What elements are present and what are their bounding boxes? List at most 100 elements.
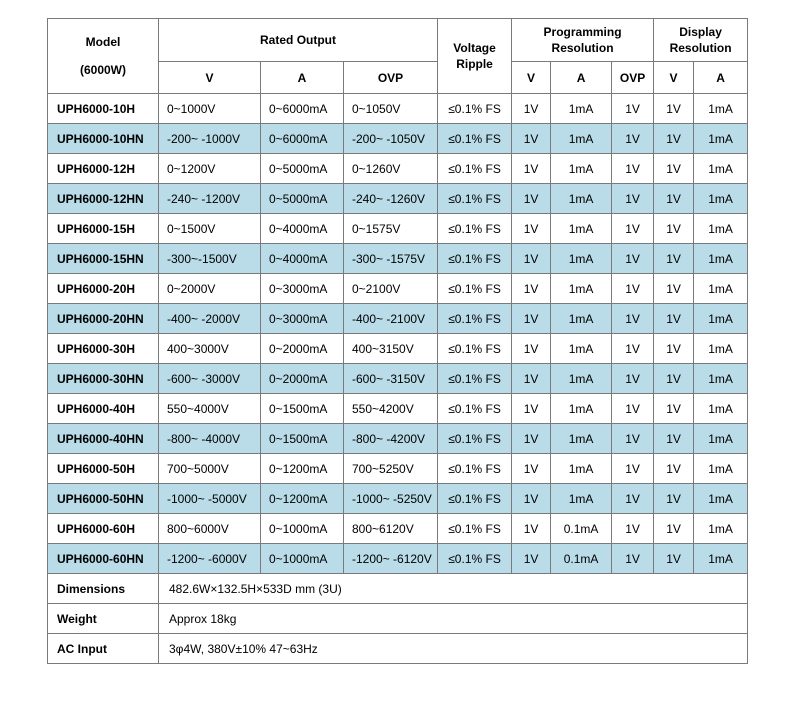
disp-a-cell: 1mA bbox=[693, 423, 749, 454]
prog-a-cell: 1mA bbox=[550, 183, 613, 214]
footer-value: Approx 18kg bbox=[157, 603, 749, 634]
disp-a-cell: 1mA bbox=[693, 543, 749, 574]
disp-v-cell: 1V bbox=[653, 363, 695, 394]
rated-v-cell: 400~3000V bbox=[158, 333, 261, 364]
header-rated-v: V bbox=[158, 61, 261, 94]
rated-v-cell: 0~1000V bbox=[158, 93, 261, 124]
table-row: UPH6000-20HN -400~ -2000V 0~3000mA -400~… bbox=[47, 303, 749, 334]
prog-ovp-cell: 1V bbox=[611, 393, 655, 424]
disp-v-cell: 1V bbox=[653, 483, 695, 514]
rated-v-cell: 0~1200V bbox=[158, 153, 261, 184]
prog-ovp-cell: 1V bbox=[611, 153, 655, 184]
disp-a-cell: 1mA bbox=[693, 153, 749, 184]
table-row: UPH6000-20H 0~2000V 0~3000mA 0~2100V ≤0.… bbox=[47, 273, 749, 304]
disp-v-cell: 1V bbox=[653, 453, 695, 484]
table-row: UPH6000-10HN -200~ -1000V 0~6000mA -200~… bbox=[47, 123, 749, 154]
footer-row: AC Input 3φ4W, 380V±10% 47~63Hz bbox=[47, 633, 749, 664]
voltage-ripple-cell: ≤0.1% FS bbox=[437, 93, 513, 124]
model-cell: UPH6000-30H bbox=[47, 333, 159, 364]
voltage-ripple-cell: ≤0.1% FS bbox=[437, 393, 513, 424]
model-cell: UPH6000-60HN bbox=[47, 543, 159, 574]
disp-a-cell: 1mA bbox=[693, 243, 749, 274]
model-cell: UPH6000-10H bbox=[47, 93, 159, 124]
rated-ovp-cell: 700~5250V bbox=[342, 453, 439, 484]
disp-v-cell: 1V bbox=[653, 543, 695, 574]
disp-a-cell: 1mA bbox=[693, 123, 749, 154]
rated-a-cell: 0~1500mA bbox=[260, 423, 344, 454]
table-header: Model (6000W) Rated Output Voltage Rippl… bbox=[47, 18, 749, 94]
prog-a-cell: 1mA bbox=[550, 273, 613, 304]
rated-a-cell: 0~5000mA bbox=[260, 183, 344, 214]
prog-ovp-cell: 1V bbox=[611, 93, 655, 124]
model-cell: UPH6000-40H bbox=[47, 393, 159, 424]
rated-a-cell: 0~4000mA bbox=[260, 243, 344, 274]
prog-a-cell: 1mA bbox=[550, 393, 613, 424]
disp-a-cell: 1mA bbox=[693, 513, 749, 544]
header-voltage-ripple-line2: Ripple bbox=[456, 57, 493, 71]
prog-v-cell: 1V bbox=[511, 243, 552, 274]
table-row: UPH6000-15H 0~1500V 0~4000mA 0~1575V ≤0.… bbox=[47, 213, 749, 244]
rated-ovp-cell: 0~1575V bbox=[342, 213, 439, 244]
model-cell: UPH6000-12HN bbox=[47, 183, 159, 214]
model-cell: UPH6000-15HN bbox=[47, 243, 159, 274]
rated-ovp-cell: -240~ -1260V bbox=[342, 183, 439, 214]
rated-v-cell: -240~ -1200V bbox=[158, 183, 261, 214]
rated-ovp-cell: -300~ -1575V bbox=[342, 243, 439, 274]
voltage-ripple-cell: ≤0.1% FS bbox=[437, 273, 513, 304]
rated-a-cell: 0~6000mA bbox=[260, 123, 344, 154]
rated-v-cell: -200~ -1000V bbox=[158, 123, 261, 154]
disp-a-cell: 1mA bbox=[693, 483, 749, 514]
footer-label: Weight bbox=[47, 603, 159, 634]
model-cell: UPH6000-40HN bbox=[47, 423, 159, 454]
header-voltage-ripple-line1: Voltage bbox=[453, 41, 496, 55]
prog-a-cell: 1mA bbox=[550, 333, 613, 364]
rated-ovp-cell: 0~1050V bbox=[342, 93, 439, 124]
voltage-ripple-cell: ≤0.1% FS bbox=[437, 363, 513, 394]
disp-a-cell: 1mA bbox=[693, 393, 749, 424]
prog-v-cell: 1V bbox=[511, 213, 552, 244]
model-cell: UPH6000-20HN bbox=[47, 303, 159, 334]
prog-a-cell: 1mA bbox=[550, 123, 613, 154]
header-rated-output: Rated Output bbox=[157, 18, 439, 62]
disp-a-cell: 1mA bbox=[693, 273, 749, 304]
model-cell: UPH6000-50H bbox=[47, 453, 159, 484]
disp-v-cell: 1V bbox=[653, 243, 695, 274]
rated-a-cell: 0~1200mA bbox=[260, 483, 344, 514]
rated-a-cell: 0~1200mA bbox=[260, 453, 344, 484]
rated-ovp-cell: 400~3150V bbox=[342, 333, 439, 364]
disp-v-cell: 1V bbox=[653, 183, 695, 214]
prog-v-cell: 1V bbox=[511, 303, 552, 334]
footer-value: 482.6W×132.5H×533D mm (3U) bbox=[157, 573, 749, 604]
prog-a-cell: 1mA bbox=[550, 153, 613, 184]
prog-v-cell: 1V bbox=[511, 423, 552, 454]
rated-a-cell: 0~2000mA bbox=[260, 363, 344, 394]
footer-row: Weight Approx 18kg bbox=[47, 603, 749, 634]
rated-v-cell: -300~-1500V bbox=[158, 243, 261, 274]
prog-v-cell: 1V bbox=[511, 93, 552, 124]
prog-ovp-cell: 1V bbox=[611, 243, 655, 274]
table-row: UPH6000-50H 700~5000V 0~1200mA 700~5250V… bbox=[47, 453, 749, 484]
disp-a-cell: 1mA bbox=[693, 183, 749, 214]
table-row: UPH6000-10H 0~1000V 0~6000mA 0~1050V ≤0.… bbox=[47, 93, 749, 124]
disp-a-cell: 1mA bbox=[693, 363, 749, 394]
rated-ovp-cell: -800~ -4200V bbox=[342, 423, 439, 454]
prog-a-cell: 1mA bbox=[550, 453, 613, 484]
rated-v-cell: -1000~ -5000V bbox=[158, 483, 261, 514]
rated-a-cell: 0~6000mA bbox=[260, 93, 344, 124]
prog-v-cell: 1V bbox=[511, 183, 552, 214]
disp-v-cell: 1V bbox=[653, 153, 695, 184]
rated-ovp-cell: -600~ -3150V bbox=[342, 363, 439, 394]
footer-label: Dimensions bbox=[47, 573, 159, 604]
prog-ovp-cell: 1V bbox=[611, 213, 655, 244]
table-row: UPH6000-12H 0~1200V 0~5000mA 0~1260V ≤0.… bbox=[47, 153, 749, 184]
rated-v-cell: 550~4000V bbox=[158, 393, 261, 424]
voltage-ripple-cell: ≤0.1% FS bbox=[437, 213, 513, 244]
rated-ovp-cell: 0~2100V bbox=[342, 273, 439, 304]
prog-v-cell: 1V bbox=[511, 363, 552, 394]
rated-v-cell: -800~ -4000V bbox=[158, 423, 261, 454]
voltage-ripple-cell: ≤0.1% FS bbox=[437, 483, 513, 514]
header-disp-v: V bbox=[653, 61, 695, 94]
rated-a-cell: 0~1000mA bbox=[260, 513, 344, 544]
prog-v-cell: 1V bbox=[511, 453, 552, 484]
voltage-ripple-cell: ≤0.1% FS bbox=[437, 513, 513, 544]
